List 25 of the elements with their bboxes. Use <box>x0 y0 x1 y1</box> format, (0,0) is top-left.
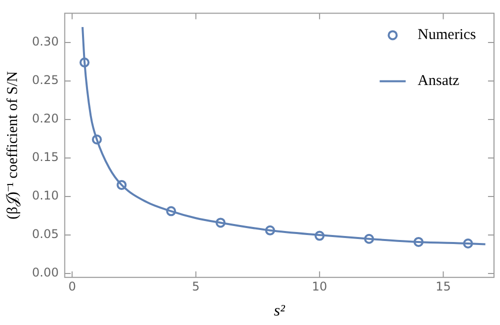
y-axis-title: (β𝒥)⁻¹ coefficient of S/N <box>4 71 21 220</box>
y-tick-label: 0.20 <box>32 112 59 126</box>
point <box>166 206 176 216</box>
x-tick-label: 10 <box>312 280 328 294</box>
point <box>80 57 90 68</box>
point <box>265 225 276 236</box>
x-tick-label: 0 <box>68 280 76 294</box>
legend-label: Ansatz <box>418 73 460 90</box>
y-tick-label: 0.10 <box>32 188 59 203</box>
x-tick-label: 15 <box>436 280 451 294</box>
point <box>116 180 127 190</box>
y-tick-label: 0.15 <box>32 150 59 164</box>
point <box>314 230 325 241</box>
point <box>463 238 474 249</box>
x-tick-label: 5 <box>192 280 200 294</box>
point <box>364 234 374 244</box>
y-tick-label: 0.05 <box>32 227 59 242</box>
point <box>414 236 424 247</box>
y-tick-label: 0.30 <box>32 34 59 49</box>
point <box>216 218 226 228</box>
y-tick-label: 0.25 <box>32 73 59 88</box>
x-axis-title: s² <box>274 302 286 320</box>
legend-label: Numerics <box>418 27 476 44</box>
y-tick-label: 0.00 <box>32 266 59 280</box>
point <box>92 134 102 145</box>
